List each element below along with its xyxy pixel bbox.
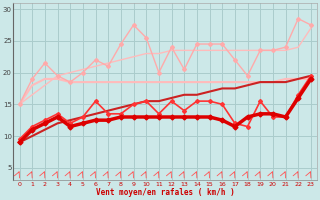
X-axis label: Vent moyen/en rafales ( km/h ): Vent moyen/en rafales ( km/h ) [96, 188, 235, 197]
